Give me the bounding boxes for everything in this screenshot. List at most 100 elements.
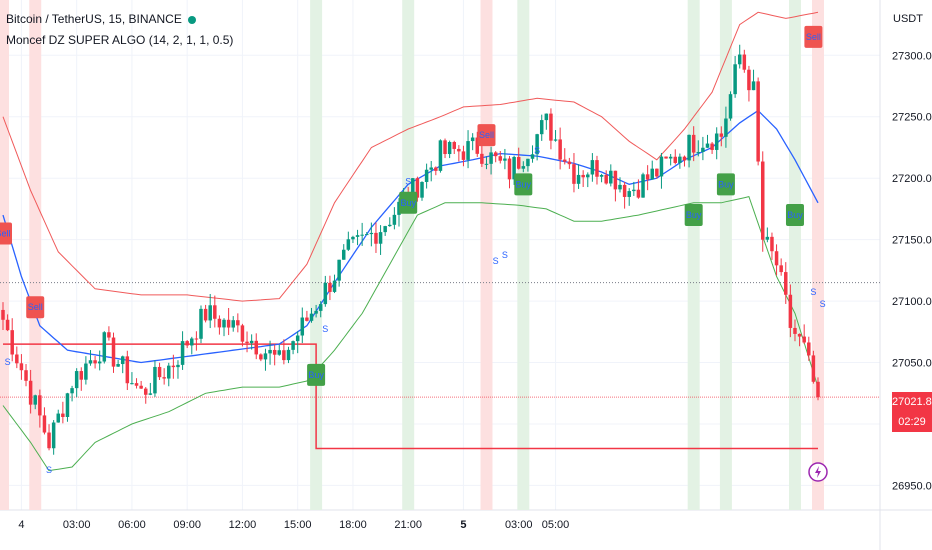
candle xyxy=(42,407,47,435)
candle-body xyxy=(484,163,489,165)
candle-body xyxy=(645,174,650,180)
time-tick-label: 15:00 xyxy=(284,519,312,531)
candle-body xyxy=(70,388,74,394)
candle-body xyxy=(512,156,516,180)
candles xyxy=(1,44,820,455)
candle xyxy=(84,356,88,385)
indicator-title[interactable]: Moncef DZ SUPER ALGO (14, 2, 1, 1, 0.5) xyxy=(6,33,234,47)
candle xyxy=(622,181,627,209)
candle-body xyxy=(793,327,797,334)
sell-signal: Sell xyxy=(0,222,12,245)
candle-body xyxy=(641,174,645,198)
candle-body xyxy=(185,341,189,346)
symbol-title[interactable]: Bitcoin / TetherUS, 15, BINANCE xyxy=(6,12,196,26)
candle-body xyxy=(139,385,143,389)
time-tick-label: 09:00 xyxy=(173,519,201,531)
signal-label: Sell xyxy=(28,302,43,312)
s-marker: S xyxy=(405,176,411,186)
s-marker: S xyxy=(502,250,508,260)
candle-body xyxy=(1,309,5,320)
time-tick-label: 12:00 xyxy=(229,519,257,531)
candle xyxy=(724,106,728,148)
candle-body xyxy=(668,156,673,159)
signal-label: Buy xyxy=(308,370,324,380)
candle-body xyxy=(134,383,139,386)
candle-body xyxy=(291,341,295,350)
candle xyxy=(503,148,507,170)
upper-band xyxy=(2,11,819,302)
candle xyxy=(355,229,360,246)
candle xyxy=(295,331,300,354)
signal-label: Buy xyxy=(718,179,734,189)
candle-body xyxy=(180,341,185,365)
candle xyxy=(194,331,199,351)
candle-body xyxy=(19,363,24,371)
candle xyxy=(176,360,180,379)
candle xyxy=(199,305,203,344)
candle-body xyxy=(305,317,309,321)
candle xyxy=(563,148,567,165)
candle xyxy=(687,134,691,168)
candle xyxy=(507,156,512,189)
candle xyxy=(756,77,760,166)
candle-body xyxy=(314,310,318,314)
candle xyxy=(480,144,484,167)
buy-badge xyxy=(399,191,418,214)
candle-body xyxy=(208,305,212,321)
buy-signal: Buy xyxy=(716,173,735,196)
candle xyxy=(19,354,24,380)
time-axis[interactable]: 4 03:00 06:00 09:00 12:00 15:00 18:00 21:00 5 03:… xyxy=(18,519,569,531)
candle-body xyxy=(765,236,770,240)
candle xyxy=(498,151,503,164)
candle xyxy=(282,339,286,365)
candle-body xyxy=(111,337,116,367)
candle xyxy=(125,350,130,391)
candle xyxy=(397,198,401,227)
candle-body xyxy=(282,350,286,361)
candle-body xyxy=(328,282,332,292)
price-tick-label: 27050.00 xyxy=(892,358,932,370)
candle xyxy=(475,131,480,157)
candle xyxy=(341,244,346,260)
candle-body xyxy=(420,181,424,198)
candle xyxy=(157,362,162,381)
candle xyxy=(245,331,249,353)
candle-body xyxy=(438,140,443,171)
candle xyxy=(291,340,295,355)
candle-body xyxy=(558,139,562,160)
buy-badge xyxy=(785,204,804,227)
candle xyxy=(705,134,710,148)
lightning-glyph xyxy=(815,466,821,478)
candle xyxy=(650,160,654,180)
lightning-icon[interactable] xyxy=(808,462,828,482)
candle xyxy=(816,377,820,401)
candle xyxy=(558,127,562,170)
candle xyxy=(710,141,714,154)
candle xyxy=(544,113,549,130)
time-tick-label: 4 xyxy=(18,519,24,531)
candle-body xyxy=(365,234,369,236)
candle xyxy=(120,355,125,374)
candle-body xyxy=(107,332,111,338)
candle xyxy=(5,314,10,332)
candle xyxy=(374,222,378,253)
candle-body xyxy=(627,191,631,197)
candle xyxy=(595,155,599,185)
price-tick-label: 27250.00 xyxy=(892,112,932,124)
candle xyxy=(185,340,189,349)
candle-body xyxy=(503,158,507,161)
candle-body xyxy=(553,139,558,141)
candle-body xyxy=(599,174,604,177)
candle xyxy=(286,346,291,364)
signal-label: Buy xyxy=(787,210,803,220)
candle xyxy=(470,133,475,151)
candle xyxy=(668,153,673,166)
buy-signal: Buy xyxy=(514,173,533,196)
candle-body xyxy=(341,249,346,260)
candle xyxy=(793,319,797,342)
candle-body xyxy=(535,134,539,155)
candle xyxy=(56,409,61,423)
signal-label: Sell xyxy=(806,32,821,42)
buy-badge xyxy=(716,173,735,196)
